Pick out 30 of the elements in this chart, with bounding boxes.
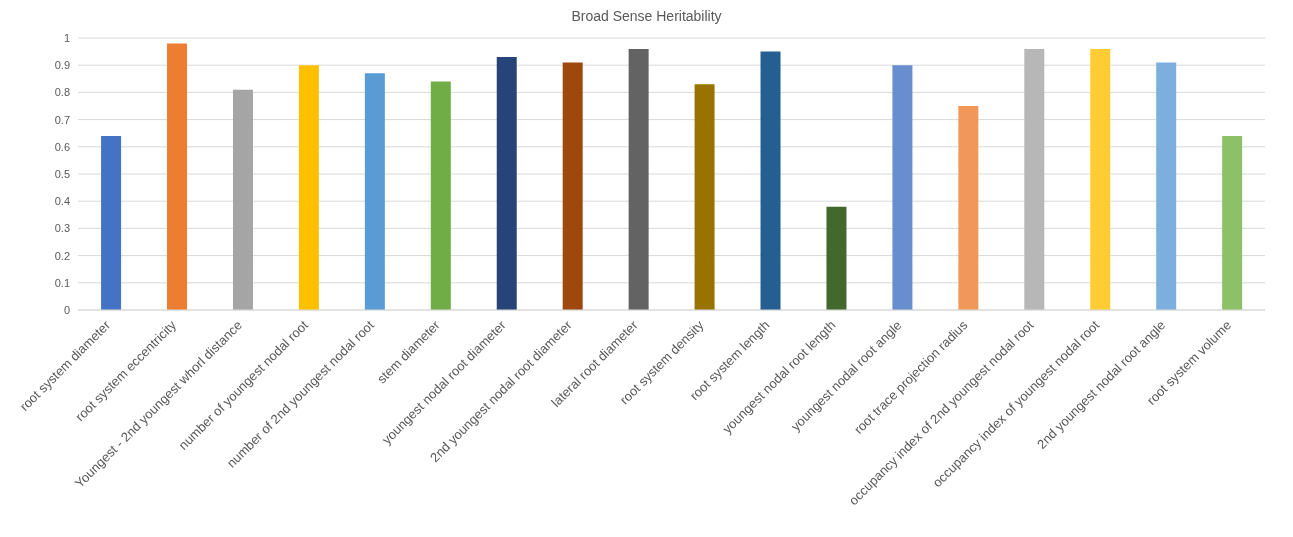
y-tick-label: 0.7 (54, 113, 70, 126)
bar (232, 89, 253, 310)
bar (430, 81, 451, 310)
bar (826, 206, 847, 310)
bar (1090, 48, 1111, 310)
bar (892, 65, 913, 310)
y-tick-label: 0.1 (54, 276, 70, 289)
y-tick-label: 0.2 (54, 249, 70, 262)
bar (760, 51, 781, 310)
y-tick-label: 1 (63, 31, 70, 44)
bar (167, 43, 188, 310)
y-tick-label: 0.8 (54, 86, 70, 99)
y-tick-label: 0.9 (54, 59, 70, 72)
y-tick-label: 0.4 (54, 195, 70, 208)
chart-title: Broad Sense Heritability (570, 8, 723, 26)
bar (958, 106, 979, 310)
bar (1024, 48, 1045, 310)
bar (694, 84, 715, 310)
y-tick-label: 0.5 (54, 167, 70, 180)
y-tick-label: 0.3 (54, 222, 70, 235)
bar (1222, 135, 1243, 310)
bar (298, 65, 319, 310)
bar (101, 135, 122, 310)
y-tick-label: 0.6 (54, 140, 70, 153)
bar (628, 48, 649, 310)
bar (496, 57, 517, 310)
bar (1156, 62, 1177, 310)
y-tick-label: 0 (63, 303, 70, 316)
bar (364, 73, 385, 310)
bar (562, 62, 583, 310)
